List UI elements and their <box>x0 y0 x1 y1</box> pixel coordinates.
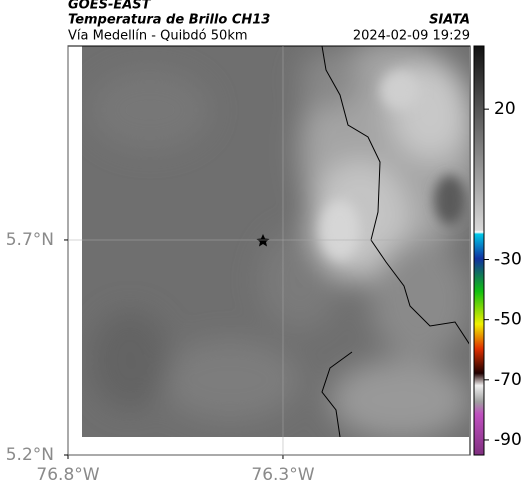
imagery <box>82 46 469 437</box>
colorbar-tick-label: -50 <box>494 310 522 330</box>
y-tick-label: 5.7°N <box>6 230 54 250</box>
colorbar <box>473 45 485 456</box>
org: SIATA <box>429 13 470 28</box>
source: GOES-EAST <box>68 0 152 13</box>
colorbar-tick-label: -30 <box>494 250 522 270</box>
x-tick-label: 76.8°W <box>36 465 99 485</box>
x-tick-label: 76.3°W <box>251 465 314 485</box>
title: Temperatura de Brillo CH13 <box>68 13 270 28</box>
colorbar-tick-label: 20 <box>494 99 516 119</box>
colorbar-tick-label: -70 <box>494 370 522 390</box>
datetime: 2024-02-09 19:29 <box>353 29 470 44</box>
colorbar-tick-label: -90 <box>494 430 522 450</box>
subtitle: Vía Medellín - Quibdó 50km <box>68 29 248 44</box>
y-tick-label: 5.2°N <box>6 445 54 465</box>
